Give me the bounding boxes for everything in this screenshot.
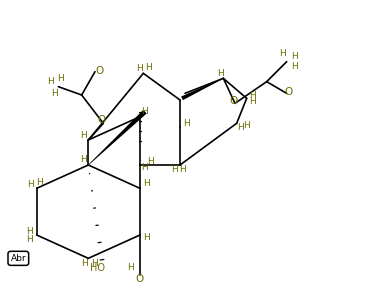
Text: H: H (136, 64, 143, 73)
Text: HO: HO (90, 263, 105, 273)
Text: H: H (249, 91, 256, 100)
Text: H: H (47, 77, 54, 86)
Text: H: H (249, 97, 256, 106)
Text: H: H (178, 166, 186, 175)
Text: H: H (243, 121, 250, 130)
Text: H: H (81, 259, 88, 268)
Text: O: O (285, 87, 293, 97)
Text: H: H (142, 107, 148, 116)
Text: H: H (142, 163, 148, 172)
Polygon shape (88, 110, 147, 165)
Text: H: H (147, 157, 153, 166)
Text: H: H (183, 119, 189, 128)
Text: H: H (237, 123, 244, 132)
Text: H: H (91, 259, 98, 268)
Text: H: H (144, 234, 150, 243)
Text: H: H (80, 156, 87, 165)
Text: H: H (171, 165, 177, 173)
Text: O: O (97, 115, 105, 125)
Text: H: H (51, 89, 58, 98)
Text: H: H (291, 62, 298, 71)
Text: H: H (145, 63, 152, 72)
Text: H: H (57, 74, 64, 83)
Text: Abr: Abr (10, 254, 26, 263)
Text: H: H (26, 234, 33, 244)
Polygon shape (181, 78, 223, 100)
Text: H: H (127, 262, 134, 272)
Text: O: O (229, 96, 237, 106)
Text: H: H (80, 131, 87, 139)
Text: H: H (144, 179, 150, 188)
Text: O: O (95, 66, 103, 76)
Text: O: O (136, 274, 144, 284)
Text: H: H (27, 180, 34, 189)
Text: H: H (36, 178, 43, 187)
Text: H: H (26, 226, 33, 235)
Text: H: H (217, 69, 224, 78)
Text: H: H (291, 52, 298, 61)
Text: H: H (279, 49, 286, 58)
